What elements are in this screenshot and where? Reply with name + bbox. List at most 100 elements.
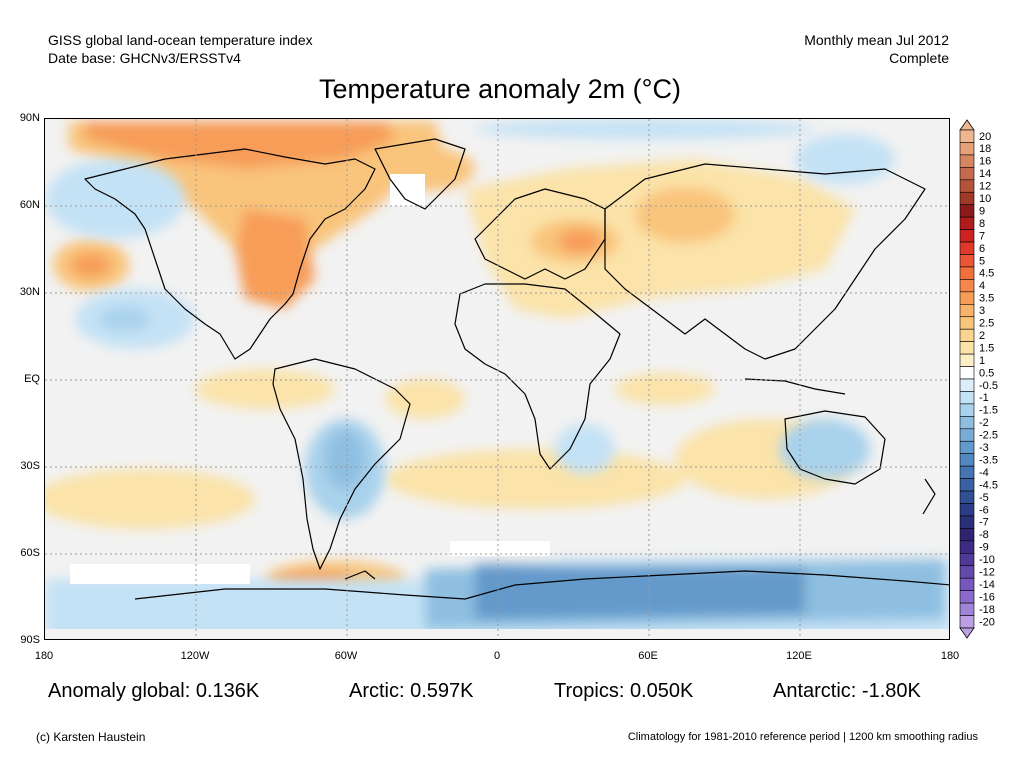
colorbar-label: -10 bbox=[979, 554, 995, 566]
warm-anomaly-layer bbox=[45, 121, 855, 597]
database-label: Date base: GHCNv3/ERSSTv4 bbox=[48, 50, 241, 66]
colorbar-label: 12 bbox=[979, 181, 991, 193]
colorbar-label: -2 bbox=[979, 417, 989, 429]
colorbar-swatch bbox=[959, 266, 975, 280]
lat-label-60n: 60N bbox=[19, 199, 40, 211]
colorbar-label: -1 bbox=[979, 392, 989, 404]
south-america-coast bbox=[272, 358, 411, 570]
new-zealand-coast bbox=[922, 478, 936, 515]
colorbar-label: 18 bbox=[979, 143, 991, 155]
colorbar-label: -12 bbox=[979, 567, 995, 579]
dataset-title: GISS global land-ocean temperature index bbox=[48, 32, 313, 48]
europe-coast bbox=[474, 188, 606, 280]
colorbar-swatch bbox=[959, 142, 975, 156]
colorbar-label: -0.5 bbox=[979, 380, 998, 392]
colorbar-swatch bbox=[959, 403, 975, 417]
graticule bbox=[45, 119, 949, 639]
colorbar-label: -20 bbox=[979, 616, 995, 628]
colorbar-swatch bbox=[959, 465, 975, 479]
colorbar-label: 3 bbox=[979, 305, 985, 317]
lon-label-60w: 60W bbox=[334, 650, 358, 662]
colorbar-swatch bbox=[959, 391, 975, 405]
colorbar-label: -3.5 bbox=[979, 454, 998, 466]
colorbar-label: -14 bbox=[979, 579, 995, 591]
colorbar-swatch bbox=[959, 453, 975, 467]
colorbar-label: -18 bbox=[979, 604, 995, 616]
colorbar-swatch bbox=[959, 216, 975, 230]
colorbar-swatch bbox=[959, 528, 975, 542]
lon-label-180w: 180 bbox=[34, 650, 54, 662]
lat-label-60s: 60S bbox=[20, 547, 40, 559]
colorbar-top-arrow bbox=[959, 119, 975, 131]
colorbar-label: -6 bbox=[979, 504, 989, 516]
colorbar-swatch bbox=[959, 316, 975, 330]
climatology-note: Climatology for 1981-2010 reference peri… bbox=[627, 731, 978, 743]
colorbar-swatch bbox=[959, 565, 975, 579]
colorbar-label: 5 bbox=[979, 255, 985, 267]
colorbar-swatch bbox=[959, 428, 975, 442]
colorbar-label: 20 bbox=[979, 131, 991, 143]
colorbar-bottom-arrow bbox=[959, 627, 975, 639]
africa-coast bbox=[454, 283, 621, 470]
asia-coast bbox=[604, 163, 926, 360]
colorbar-label: -4.5 bbox=[979, 479, 998, 491]
colorbar-label: 1.5 bbox=[979, 342, 994, 354]
colorbar-swatch bbox=[959, 291, 975, 305]
tropics-anomaly: Tropics: 0.050K bbox=[554, 680, 694, 702]
colorbar-swatch bbox=[959, 378, 975, 392]
colorbar-swatch bbox=[959, 167, 975, 181]
colorbar-label: -5 bbox=[979, 492, 989, 504]
lat-label-30n: 30N bbox=[19, 286, 40, 298]
completeness-label: Complete bbox=[889, 50, 949, 66]
colorbar-swatch bbox=[959, 254, 975, 268]
colorbar-swatch bbox=[959, 503, 975, 517]
antarctic-anomaly: Antarctic: -1.80K bbox=[773, 680, 921, 702]
colorbar-swatch bbox=[959, 416, 975, 430]
colorbar-swatch bbox=[959, 478, 975, 492]
anomaly-map-svg bbox=[45, 119, 949, 639]
colorbar-label: -2.5 bbox=[979, 430, 998, 442]
coastline-layer bbox=[84, 138, 949, 600]
colorbar-swatch bbox=[959, 353, 975, 367]
colorbar-label: -1.5 bbox=[979, 405, 998, 417]
anomaly-map bbox=[44, 118, 950, 640]
colorbar-label: 10 bbox=[979, 193, 991, 205]
colorbar-swatch bbox=[959, 540, 975, 554]
colorbar-swatch bbox=[959, 602, 975, 616]
lon-label-180e: 180 bbox=[940, 650, 960, 662]
colorbar-swatch bbox=[959, 341, 975, 355]
colorbar-swatch bbox=[959, 191, 975, 205]
cool-anomaly-layer bbox=[45, 119, 949, 639]
global-anomaly: Anomaly global: 0.136K bbox=[48, 680, 260, 702]
colorbar-swatch bbox=[959, 615, 975, 629]
colorbar-swatch bbox=[959, 440, 975, 454]
colorbar-swatch bbox=[959, 515, 975, 529]
colorbar-label: -7 bbox=[979, 517, 989, 529]
colorbar-swatch bbox=[959, 552, 975, 567]
lat-label-90s: 90S bbox=[20, 634, 40, 646]
colorbar-swatch bbox=[959, 590, 975, 604]
colorbar-swatch bbox=[959, 179, 975, 193]
colorbar-label: 8 bbox=[979, 218, 985, 230]
australia-coast bbox=[784, 410, 886, 485]
north-america-coast bbox=[84, 148, 376, 360]
antarctica-coast bbox=[134, 570, 949, 600]
colorbar-swatch bbox=[959, 241, 975, 255]
lon-label-60e: 60E bbox=[638, 650, 658, 662]
colorbar-swatch bbox=[959, 577, 975, 591]
credit: (c) Karsten Haustein bbox=[36, 730, 146, 744]
colorbar-label: 2 bbox=[979, 330, 985, 342]
colorbar-swatch bbox=[959, 279, 975, 293]
arctic-anomaly: Arctic: 0.597K bbox=[349, 680, 474, 702]
colorbar-label: 0.5 bbox=[979, 367, 994, 379]
period-label: Monthly mean Jul 2012 bbox=[804, 32, 949, 48]
lat-label-30s: 30S bbox=[20, 460, 40, 472]
colorbar-svg: 201816141210987654.543.532.521.510.5-0.5… bbox=[959, 119, 998, 639]
colorbar-swatch bbox=[959, 229, 975, 243]
colorbar-label: -8 bbox=[979, 529, 989, 541]
map-title: Temperature anomaly 2m (°C) bbox=[319, 74, 681, 104]
lon-label-120e: 120E bbox=[786, 650, 812, 662]
colorbar-label: -3 bbox=[979, 442, 989, 454]
lat-label-90n: 90N bbox=[19, 112, 40, 124]
colorbar-label: 1 bbox=[979, 355, 985, 367]
